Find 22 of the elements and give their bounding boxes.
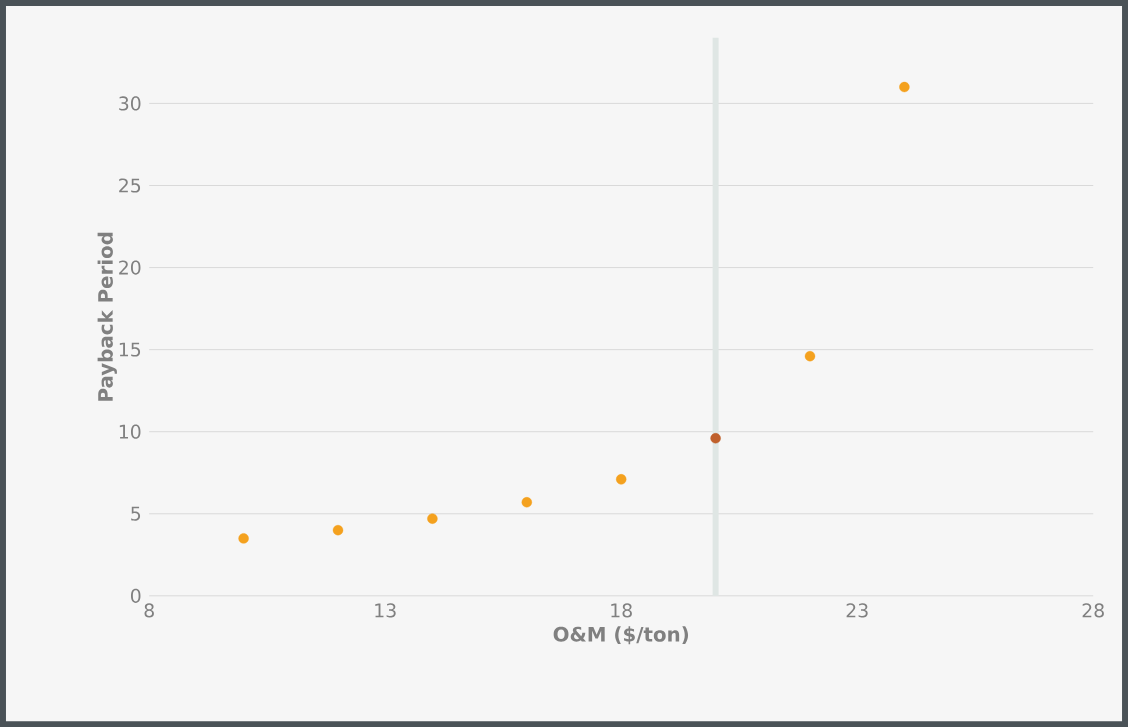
x-tick-label: 8 (144, 603, 154, 618)
y-tick-label: 25 (119, 178, 141, 193)
x-tick-label: 13 (375, 603, 396, 618)
y-axis-title: Payback Period (97, 232, 117, 401)
point (616, 474, 627, 485)
point (804, 350, 816, 362)
y-tick-label: 10 (119, 424, 141, 439)
point (332, 524, 344, 536)
point (899, 81, 910, 93)
point (238, 533, 249, 544)
x-tick-label: 23 (846, 603, 868, 618)
point (710, 433, 721, 444)
x-tick-label: 28 (1082, 603, 1104, 618)
point (521, 497, 532, 508)
x-tick-label: 18 (611, 603, 632, 618)
y-tick-label: 30 (119, 96, 141, 111)
y-tick-label: 5 (131, 506, 141, 521)
y-tick-label: 15 (119, 342, 141, 357)
point (427, 513, 438, 524)
y-tick-label: 0 (130, 588, 141, 603)
y-tick-label: 20 (119, 260, 141, 275)
x-axis-title: O&M ($/ton) (553, 626, 689, 645)
